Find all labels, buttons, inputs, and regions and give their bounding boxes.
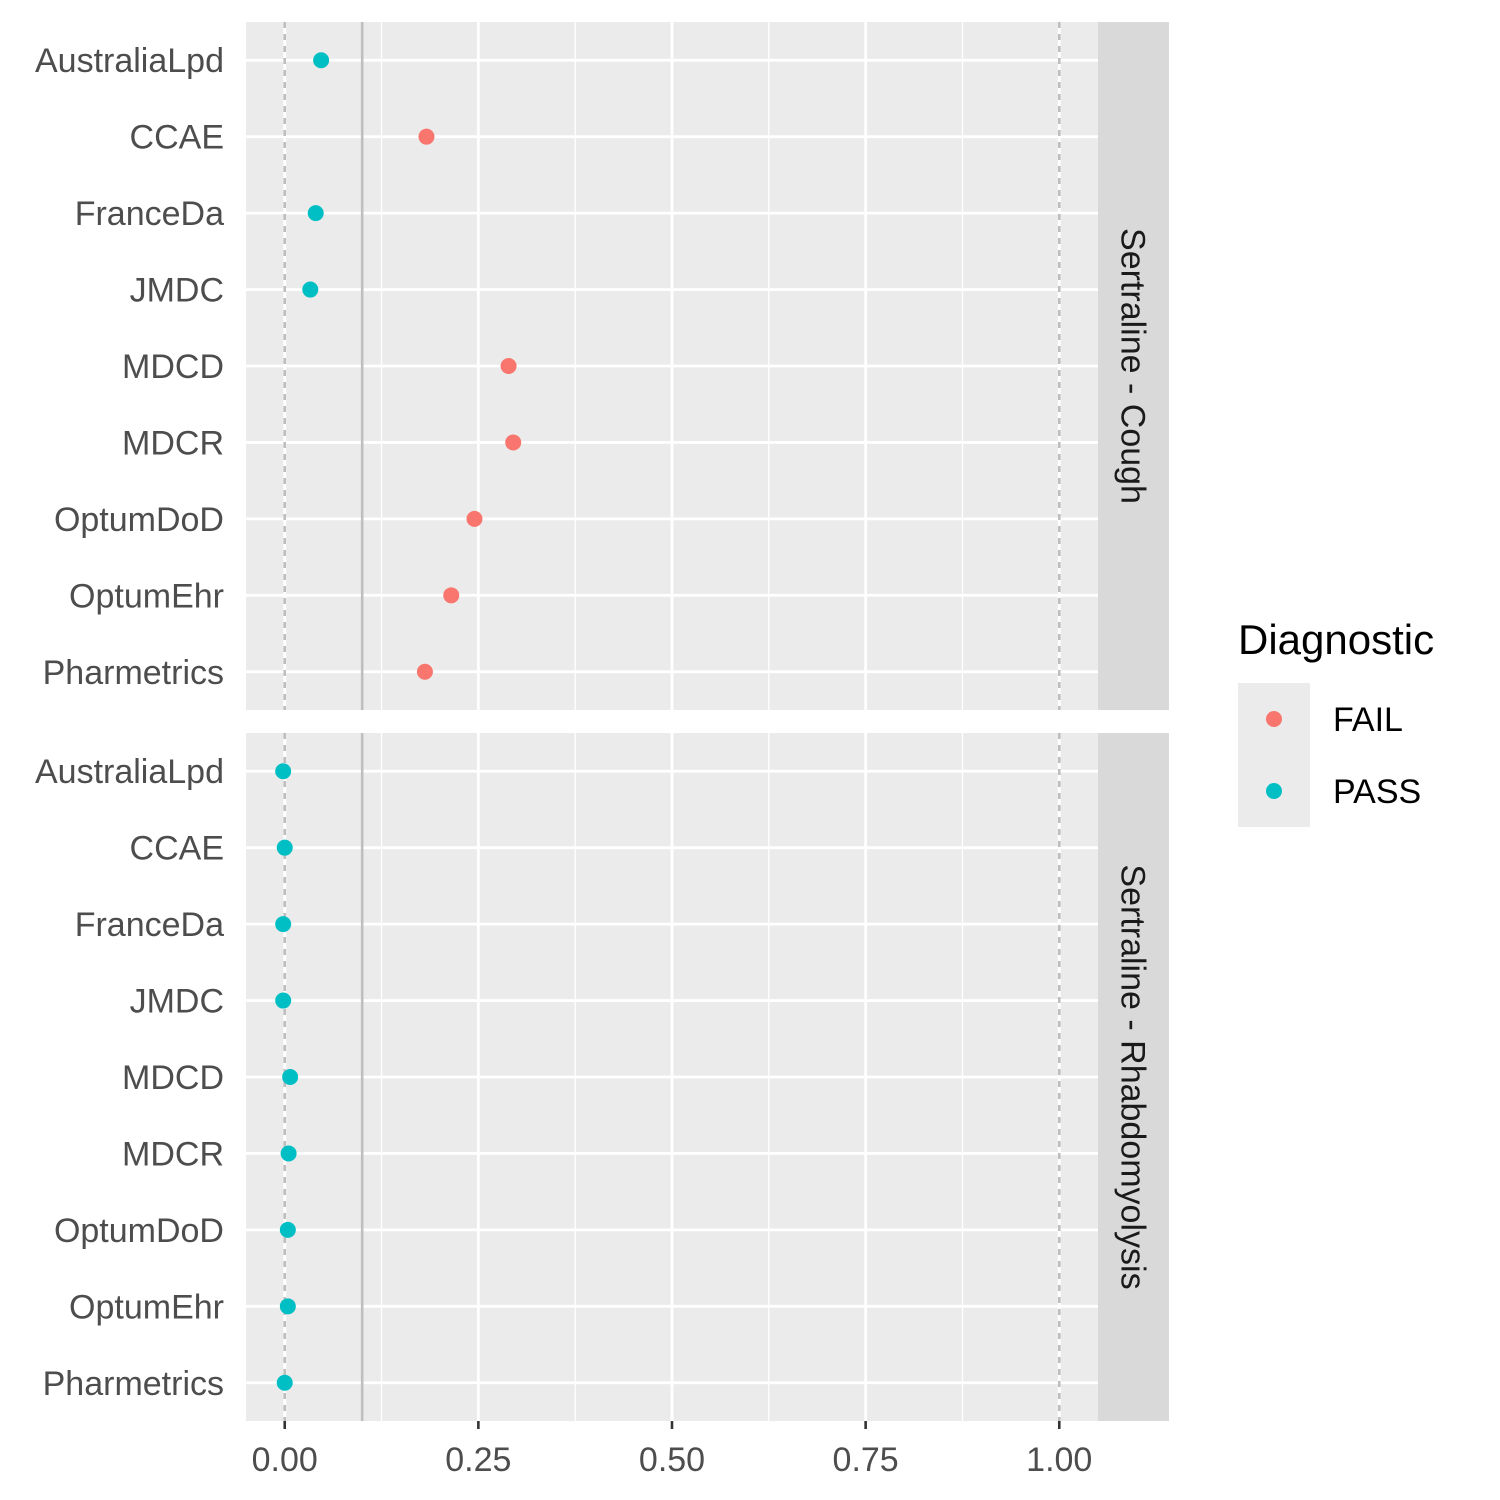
x-tick-label: 1.00 <box>1026 1441 1092 1479</box>
x-tick-label: 0.00 <box>252 1441 318 1479</box>
facet-strip-label: Sertraline - Cough <box>1114 228 1152 504</box>
point-franceda <box>307 205 324 222</box>
panel-1: AustraliaLpd CCAE FranceDa JMDC MDCD MDCR Optu… <box>35 22 1169 710</box>
y-tick-label: OptumEhr <box>69 577 224 615</box>
point-optumehr <box>279 1298 296 1315</box>
legend-key-background <box>1238 683 1310 827</box>
y-tick-label: AustraliaLpd <box>35 753 224 791</box>
y-tick-label: OptumDoD <box>54 1212 224 1250</box>
legend-key-pass <box>1266 783 1282 799</box>
y-tick-label: MDCR <box>122 424 224 462</box>
panels: AustraliaLpd CCAE FranceDa JMDC MDCD MDCR Optu… <box>35 22 1169 1421</box>
y-tick-label: JMDC <box>130 272 224 310</box>
point-pharmetrics <box>276 1374 293 1391</box>
point-mdcd <box>282 1069 299 1085</box>
y-tick-label: Pharmetrics <box>43 1365 224 1403</box>
point-australialpd <box>313 52 330 69</box>
point-ccae <box>418 128 435 145</box>
facet-strip <box>1098 22 1169 710</box>
y-tick-label: CCAE <box>130 830 224 868</box>
y-tick-label: MDCD <box>122 348 224 386</box>
y-tick-label: OptumEhr <box>69 1288 224 1326</box>
y-tick-label: JMDC <box>130 983 224 1021</box>
x-axis: 0.00 0.25 0.50 0.75 1.00 <box>252 1421 1092 1479</box>
legend-title: Diagnostic <box>1238 616 1434 663</box>
x-tick-label: 0.75 <box>833 1441 899 1479</box>
legend: Diagnostic FAIL PASS <box>1238 616 1434 827</box>
legend-label-fail: FAIL <box>1333 701 1403 739</box>
y-tick-label: OptumDoD <box>54 501 224 539</box>
y-tick-label: AustraliaLpd <box>35 42 224 80</box>
point-mdcd <box>500 358 517 374</box>
point-australialpd <box>275 763 292 780</box>
point-franceda <box>275 916 292 933</box>
y-tick-label: FranceDa <box>75 195 224 233</box>
point-mdcr <box>280 1145 297 1162</box>
x-tick-label: 0.25 <box>445 1441 511 1479</box>
legend-key-fail <box>1266 711 1282 727</box>
facet-strip <box>1098 733 1169 1421</box>
point-optumehr <box>443 587 460 604</box>
panel-2: AustraliaLpd CCAE FranceDa JMDC MDCD MDCR Optu… <box>35 733 1169 1421</box>
point-pharmetrics <box>416 663 433 680</box>
point-ccae <box>276 839 293 856</box>
point-jmdc <box>275 992 292 1009</box>
point-optumdod <box>466 510 483 527</box>
point-optumdod <box>279 1221 296 1238</box>
y-tick-label: MDCD <box>122 1059 224 1097</box>
y-tick-label: FranceDa <box>75 906 224 944</box>
x-tick-label: 0.50 <box>639 1441 705 1479</box>
legend-label-pass: PASS <box>1333 773 1421 811</box>
y-tick-label: MDCR <box>122 1135 224 1173</box>
facet-strip-label: Sertraline - Rhabdomyolysis <box>1114 864 1152 1289</box>
y-tick-label: CCAE <box>130 119 224 157</box>
point-jmdc <box>302 281 319 298</box>
point-mdcr <box>505 434 522 451</box>
y-tick-label: Pharmetrics <box>43 654 224 692</box>
